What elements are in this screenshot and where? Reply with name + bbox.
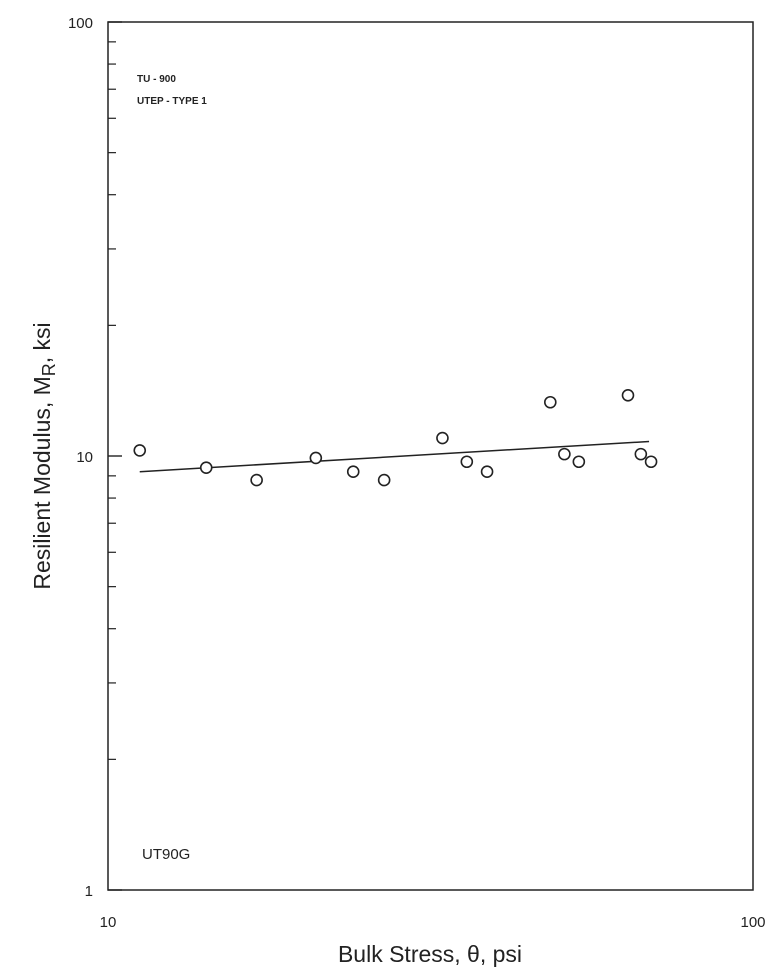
data-point-10 <box>544 395 557 409</box>
y-axis-title-main: Resilient Modulus, M <box>29 376 55 589</box>
y-axis-title-unit: , ksi <box>29 322 55 363</box>
data-point-11 <box>558 447 571 461</box>
x-axis-title: Bulk Stress, θ, psi <box>338 941 522 967</box>
x-tick-label-10: 10 <box>100 914 117 931</box>
data-point-8 <box>460 455 474 469</box>
data-point-1 <box>133 444 147 457</box>
y-minor-ticks <box>108 41 116 760</box>
sample-id-label: UT90G <box>142 846 190 863</box>
data-points <box>133 388 658 487</box>
y-axis-title: Resilient Modulus, MR, ksi <box>29 322 59 589</box>
data-point-7 <box>436 431 449 445</box>
data-point-2 <box>199 461 213 474</box>
data-point-12 <box>572 455 586 469</box>
fit-line <box>139 440 650 473</box>
data-point-15 <box>644 455 658 469</box>
annotation-line-2: UTEP - TYPE 1 <box>137 96 207 107</box>
data-point-3 <box>250 473 263 487</box>
data-point-4 <box>309 451 323 465</box>
plot-frame <box>107 21 754 891</box>
y-tick-label-100: 100 <box>68 15 93 32</box>
x-tick-label-100: 100 <box>740 914 765 931</box>
y-tick-label-10: 10 <box>76 449 93 466</box>
y-axis-title-subscript: R <box>39 363 59 376</box>
data-point-6 <box>377 473 391 487</box>
data-point-5 <box>346 465 360 479</box>
data-point-9 <box>480 465 494 479</box>
y-major-ticks <box>108 21 122 891</box>
data-point-13 <box>621 388 635 402</box>
annotation-line-1: TU - 900 <box>137 74 176 85</box>
y-tick-label-1: 1 <box>85 883 93 900</box>
data-point-14 <box>634 447 648 461</box>
